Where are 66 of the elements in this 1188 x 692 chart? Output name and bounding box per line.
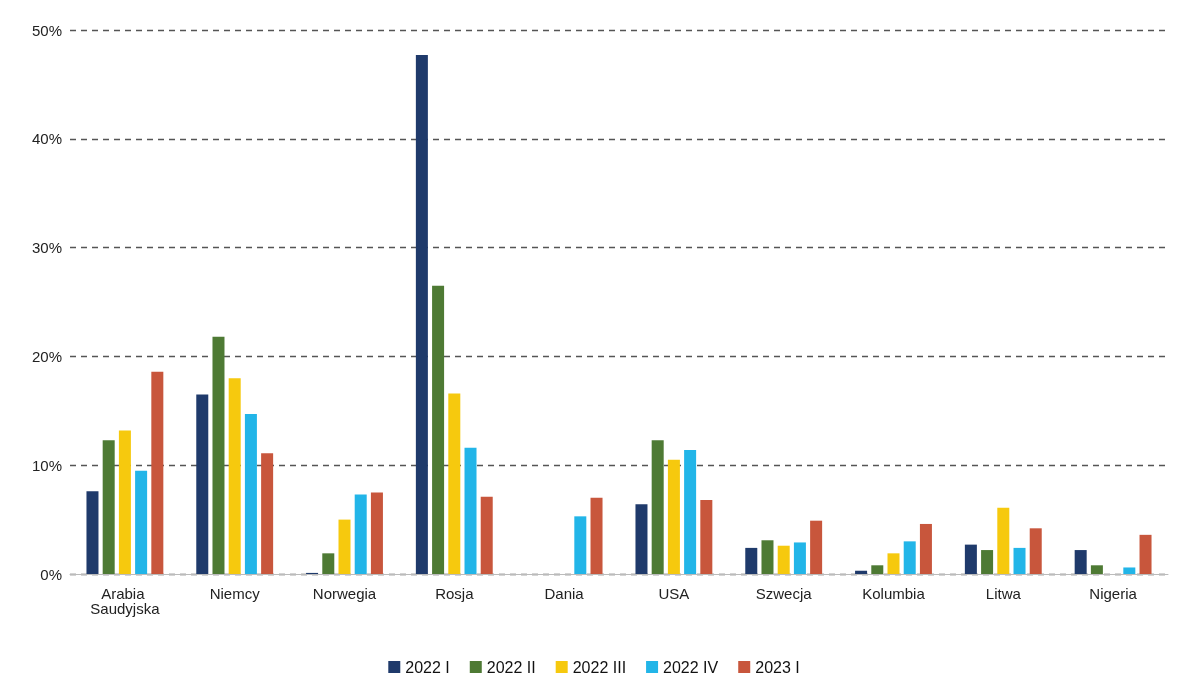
bar bbox=[964, 544, 977, 574]
bar bbox=[590, 497, 603, 574]
bar bbox=[667, 459, 680, 574]
bar bbox=[871, 565, 884, 574]
bar bbox=[370, 492, 383, 574]
legend-label: 2022 I bbox=[405, 658, 450, 676]
bar bbox=[635, 504, 648, 574]
bar bbox=[810, 520, 823, 574]
bar bbox=[212, 336, 225, 574]
bar bbox=[1074, 550, 1087, 574]
bar bbox=[86, 491, 99, 574]
y-tick-label: 10% bbox=[31, 456, 62, 474]
x-tick-label: Rosja bbox=[435, 585, 475, 602]
x-tick-label: Kolumbia bbox=[862, 585, 926, 602]
bar bbox=[919, 523, 932, 574]
bar bbox=[761, 540, 774, 574]
bar bbox=[415, 55, 428, 574]
bar bbox=[354, 494, 367, 574]
legend-label: 2022 III bbox=[572, 658, 627, 676]
x-tick-label: Nigeria bbox=[1089, 585, 1138, 602]
bar bbox=[338, 519, 351, 574]
bar bbox=[1123, 567, 1136, 574]
bar bbox=[322, 553, 335, 574]
bar bbox=[1013, 547, 1026, 574]
bar bbox=[684, 449, 697, 574]
bar bbox=[1139, 534, 1152, 574]
y-tick-label: 50% bbox=[31, 21, 62, 39]
bar bbox=[196, 394, 209, 574]
x-tick-label: Niemcy bbox=[209, 585, 261, 602]
x-tick-label: Dania bbox=[544, 585, 585, 602]
x-tick-label: USA bbox=[658, 585, 690, 602]
bar bbox=[700, 500, 713, 574]
y-tick-label: 0% bbox=[40, 565, 62, 583]
bar bbox=[997, 507, 1010, 574]
x-tick-label: Szwecja bbox=[755, 585, 813, 602]
bar bbox=[261, 453, 274, 574]
bar bbox=[981, 550, 994, 574]
bar bbox=[102, 440, 115, 574]
legend-label: 2023 I bbox=[755, 658, 800, 676]
x-tick-label: Arabia Saudyjska bbox=[90, 585, 161, 617]
legend-label: 2022 IV bbox=[663, 658, 719, 676]
y-tick-label: 40% bbox=[31, 130, 62, 148]
bar bbox=[135, 470, 148, 574]
bar bbox=[1090, 565, 1103, 574]
bar bbox=[118, 430, 131, 574]
bar bbox=[887, 553, 900, 574]
bar bbox=[151, 371, 164, 574]
bar bbox=[651, 440, 664, 574]
bar bbox=[448, 393, 461, 574]
x-tick-label: Litwa bbox=[985, 585, 1022, 602]
bar bbox=[745, 547, 758, 574]
bar bbox=[903, 541, 916, 574]
bar bbox=[228, 378, 241, 574]
bar bbox=[244, 414, 257, 574]
bar bbox=[793, 542, 806, 574]
bar bbox=[1029, 528, 1042, 574]
x-tick-label: Norwegia bbox=[312, 585, 377, 602]
bar bbox=[480, 496, 493, 574]
bar bbox=[855, 570, 868, 574]
bar bbox=[777, 545, 790, 574]
y-tick-label: 20% bbox=[31, 347, 62, 365]
legend-label: 2022 II bbox=[486, 658, 536, 676]
y-tick-label: 30% bbox=[31, 239, 62, 257]
bar bbox=[574, 516, 587, 574]
bar bbox=[432, 285, 445, 574]
bar bbox=[464, 447, 477, 574]
